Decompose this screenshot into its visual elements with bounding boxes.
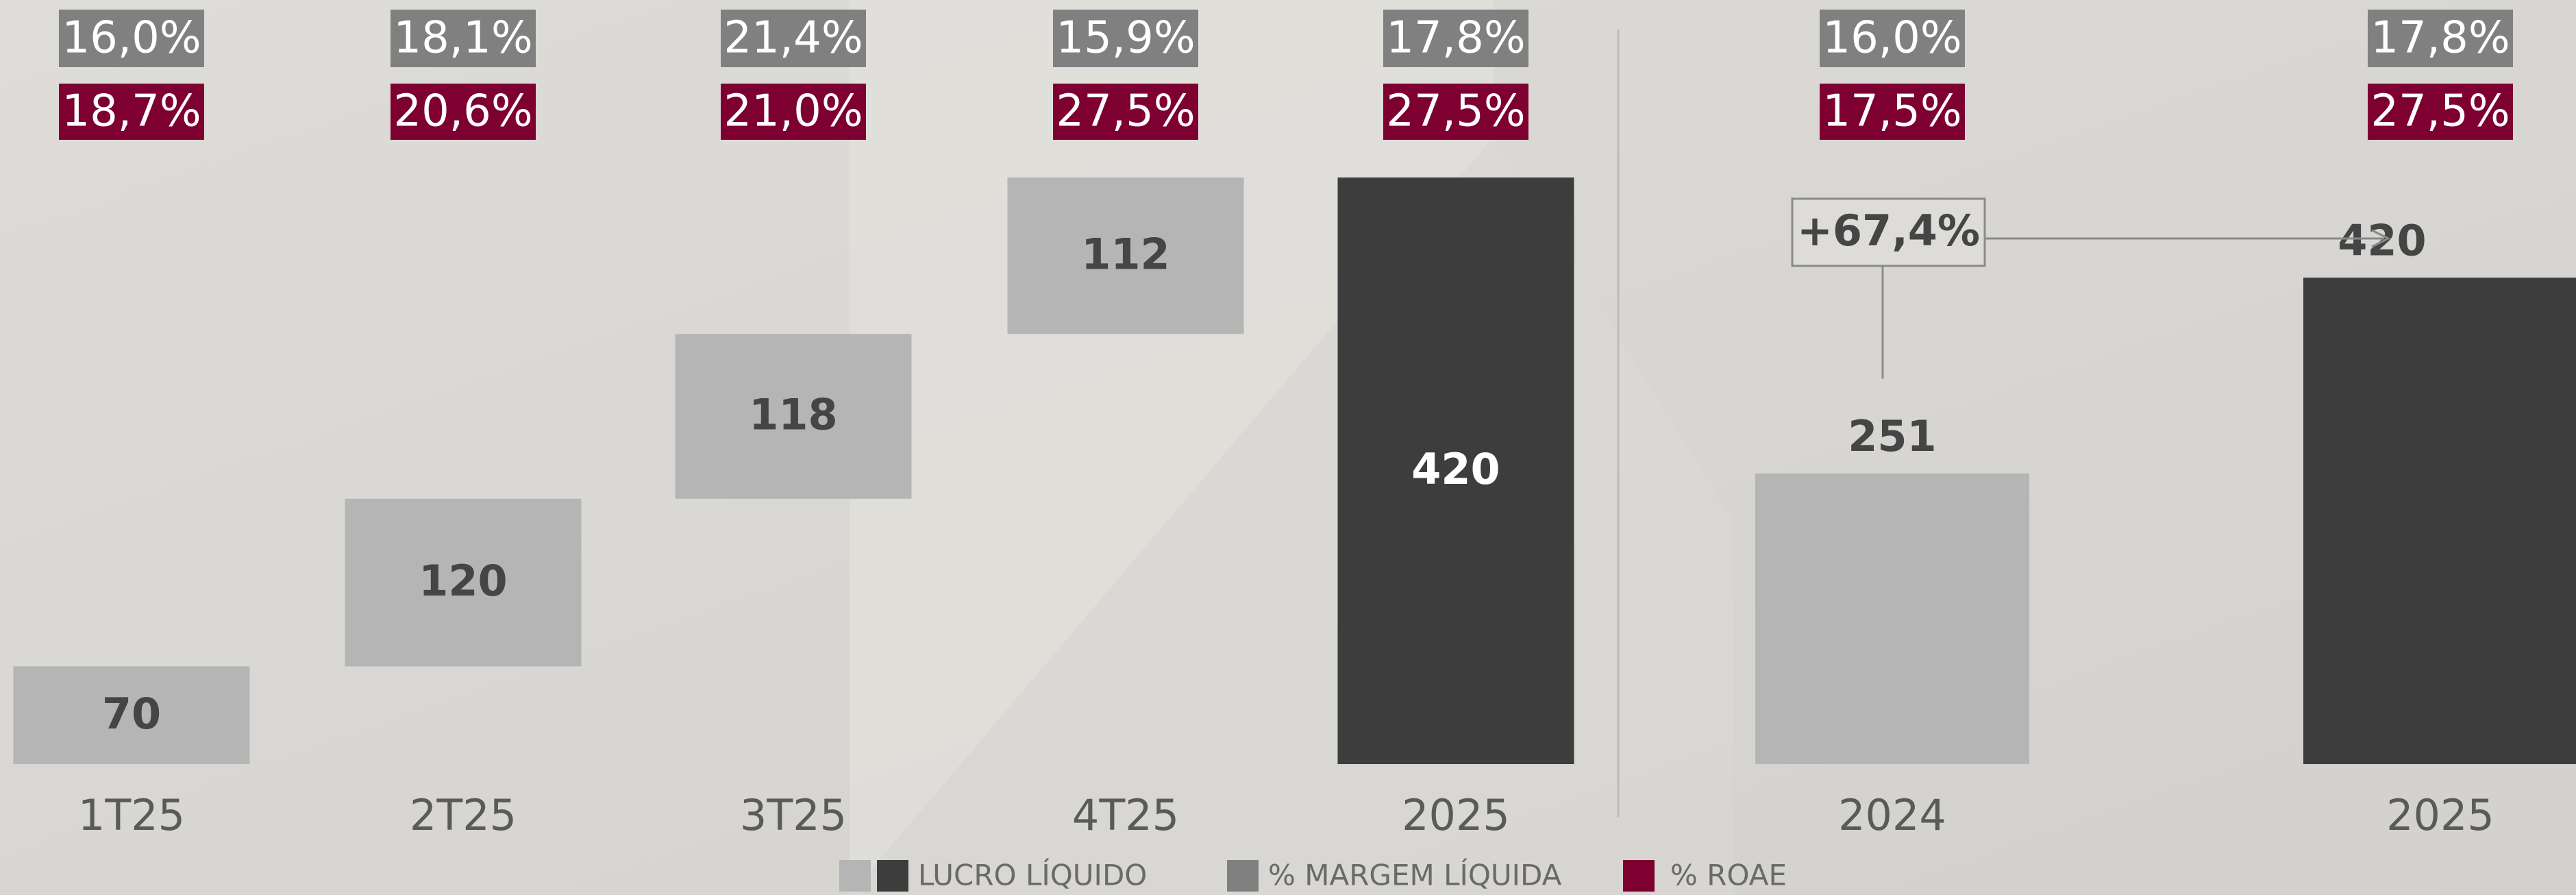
legend-swatch xyxy=(1623,860,1655,892)
label-box xyxy=(59,84,204,140)
legend-swatch xyxy=(839,860,871,892)
total-bar xyxy=(1337,177,1574,764)
bar xyxy=(2303,278,2576,764)
x-tick-label: 3T25 xyxy=(740,790,847,840)
legend: LUCRO LÍQUIDO % MARGEM LÍQUIDA % ROAE xyxy=(839,858,1787,892)
bar xyxy=(675,334,912,499)
label-box xyxy=(1820,84,1965,140)
annotation-box xyxy=(1791,197,1986,267)
value-label: 15,9% xyxy=(1056,13,1195,64)
x-tick-label: 2024 xyxy=(1838,790,1946,840)
bar xyxy=(1755,473,2029,764)
bar xyxy=(345,498,582,667)
value-label: 17,8% xyxy=(2370,13,2510,64)
value-label: 27,5% xyxy=(2370,86,2510,137)
label-box xyxy=(59,10,204,67)
label-box xyxy=(1820,10,1965,67)
bar-value: 420 xyxy=(1411,444,1500,494)
label-box xyxy=(391,84,536,140)
x-tick-label: 2025 xyxy=(1402,790,1510,840)
bar-value: 70 xyxy=(102,689,161,739)
legend-swatch xyxy=(877,860,908,892)
value-label: 18,1% xyxy=(393,13,532,64)
legend-label: % MARGEM LÍQUIDA xyxy=(1268,858,1562,892)
x-tick-label: 2T25 xyxy=(410,790,517,840)
bar-value: 120 xyxy=(419,556,507,606)
value-label: 21,4% xyxy=(723,13,863,64)
x-tick-label: 4T25 xyxy=(1072,790,1179,840)
legend-swatch xyxy=(1227,860,1259,892)
bar-value: 112 xyxy=(1081,229,1169,279)
value-label: 27,5% xyxy=(1386,86,1525,137)
bar xyxy=(1007,177,1244,334)
bar-value: 118 xyxy=(749,390,837,440)
value-label: 17,8% xyxy=(1386,13,1525,64)
label-box xyxy=(1383,84,1528,140)
label-box xyxy=(721,84,866,140)
label-box xyxy=(1383,10,1528,67)
bar-value: 420 xyxy=(2338,215,2426,265)
bar-value: 251 xyxy=(1848,411,1936,461)
value-label: 16,0% xyxy=(1822,13,1961,64)
legend-label: % ROAE xyxy=(1670,859,1787,892)
label-box xyxy=(2368,10,2513,67)
label-box xyxy=(1053,10,1198,67)
value-label: 16,0% xyxy=(62,13,201,64)
x-tick-label: 2025 xyxy=(2386,790,2494,840)
label-box xyxy=(391,10,536,67)
value-label: 18,7% xyxy=(62,86,201,137)
x-tick-label: 1T25 xyxy=(78,790,185,840)
value-label: 27,5% xyxy=(1056,86,1195,137)
value-label: 21,0% xyxy=(723,86,863,137)
value-label: 17,5% xyxy=(1822,86,1961,137)
arrow-head xyxy=(2371,229,2391,248)
label-box xyxy=(721,10,866,67)
bar xyxy=(13,666,250,764)
value-label: 20,6% xyxy=(393,86,532,137)
label-box xyxy=(1053,84,1198,140)
label-box xyxy=(2368,84,2513,140)
legend-label: LUCRO LÍQUIDO xyxy=(918,858,1147,892)
annotation: +67,4% xyxy=(1797,206,1980,256)
